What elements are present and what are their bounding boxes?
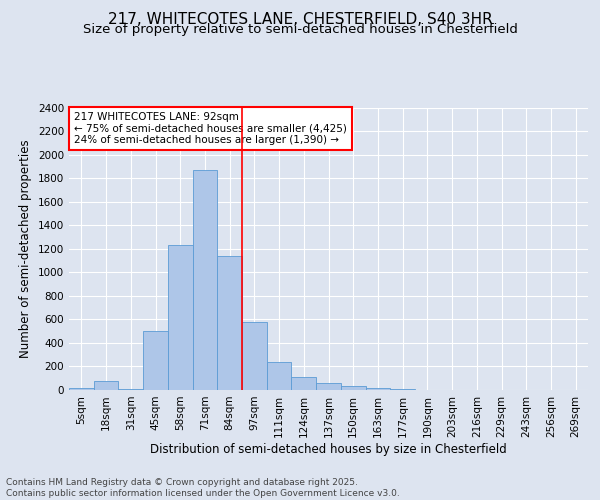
Text: 217, WHITECOTES LANE, CHESTERFIELD, S40 3HR: 217, WHITECOTES LANE, CHESTERFIELD, S40 … [107,12,493,28]
Bar [242,322,267,390]
Text: Size of property relative to semi-detached houses in Chesterfield: Size of property relative to semi-detach… [83,24,517,36]
Bar [390,389,415,390]
Text: Contains HM Land Registry data © Crown copyright and database right 2025.
Contai: Contains HM Land Registry data © Crown c… [6,478,400,498]
Text: 217 WHITECOTES LANE: 92sqm
← 75% of semi-detached houses are smaller (4,425)
24%: 217 WHITECOTES LANE: 92sqm ← 75% of semi… [74,112,347,145]
Bar [292,377,316,390]
Bar [193,170,217,390]
Bar [168,245,193,390]
Bar [365,388,390,390]
Bar [341,386,365,390]
Bar [69,388,94,390]
Bar [143,331,168,390]
Bar [316,383,341,390]
Bar [217,256,242,390]
Bar [94,381,118,390]
X-axis label: Distribution of semi-detached houses by size in Chesterfield: Distribution of semi-detached houses by … [150,442,507,456]
Y-axis label: Number of semi-detached properties: Number of semi-detached properties [19,140,32,358]
Bar [267,362,292,390]
